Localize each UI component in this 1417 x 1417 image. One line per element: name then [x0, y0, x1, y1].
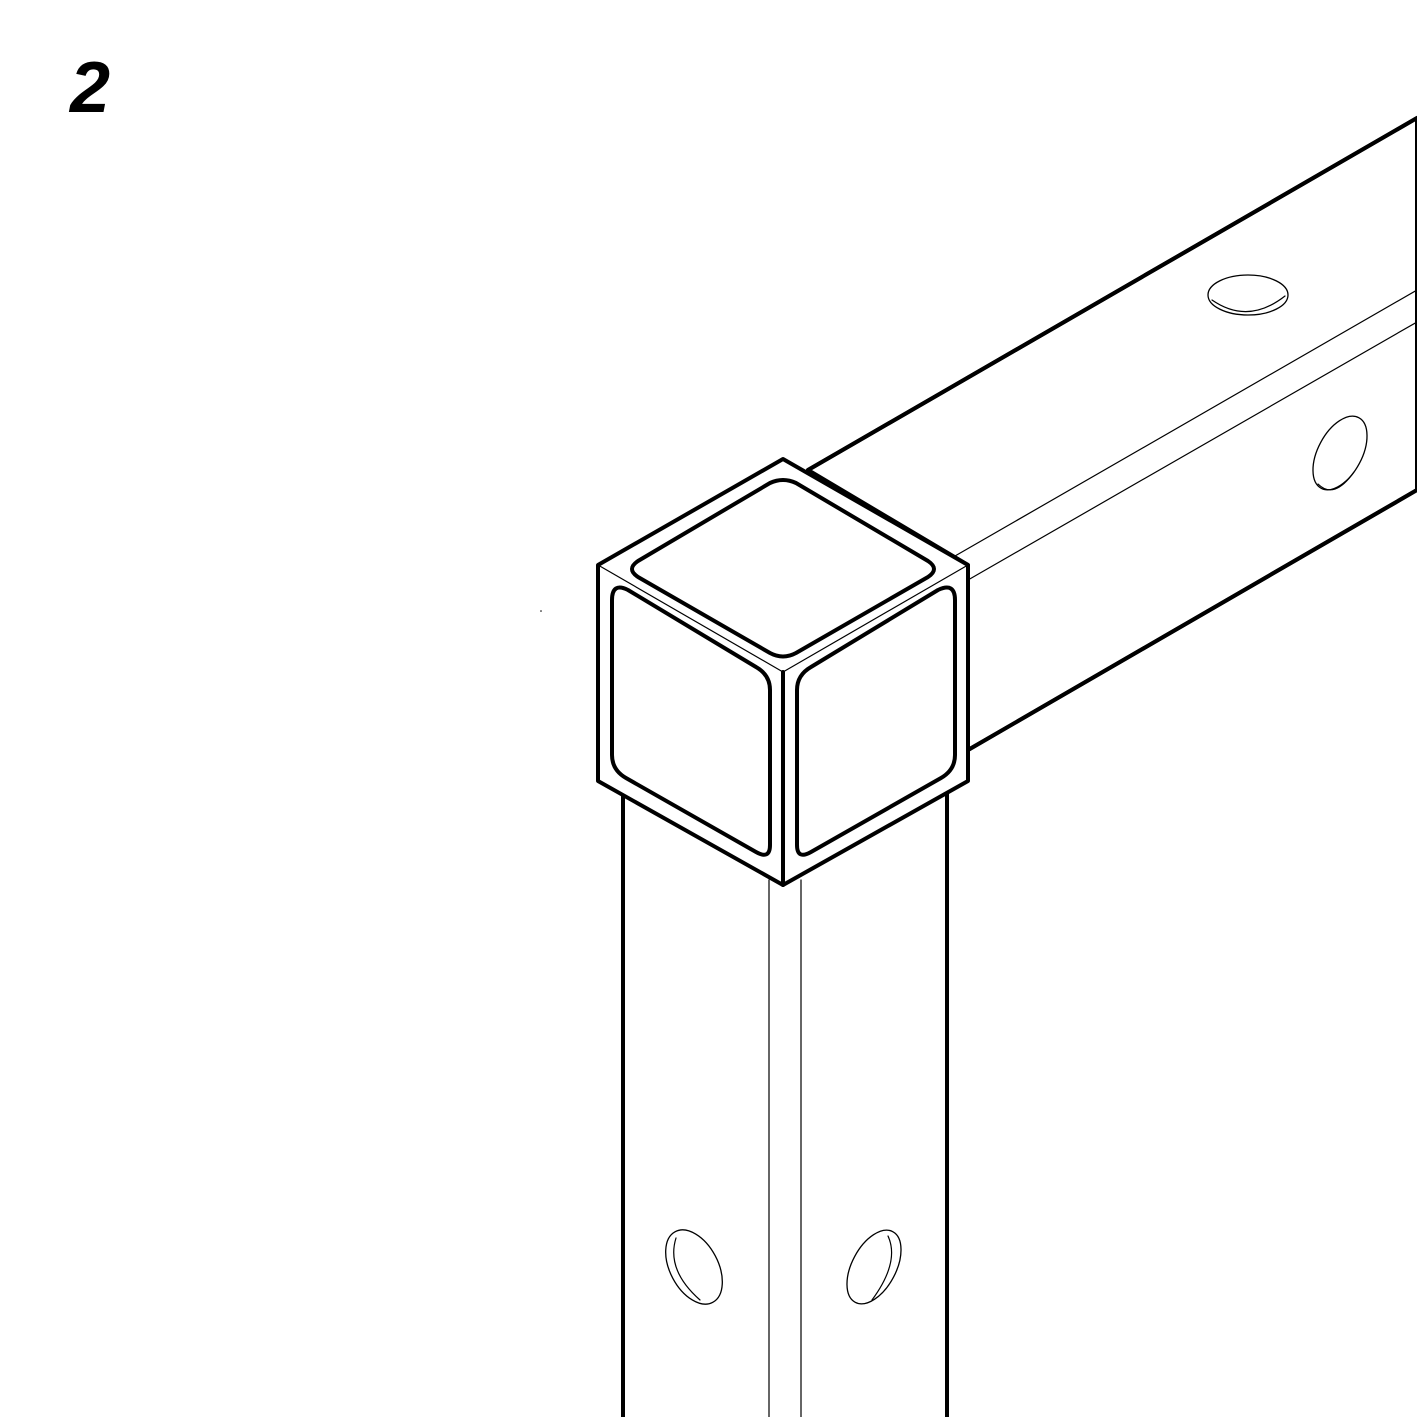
- tube-hole-top: [1207, 274, 1289, 316]
- vertical-leg-tube: [621, 788, 949, 1417]
- cap-right-panel: [795, 585, 957, 857]
- stray-dot: [540, 610, 542, 612]
- leg-hole-right: [846, 1229, 902, 1305]
- leg-hole-left: [665, 1229, 723, 1305]
- tube-hole-side: [1312, 415, 1368, 491]
- step-number: 2: [70, 48, 111, 128]
- corner-cap: [596, 457, 970, 887]
- cap-top-panel: [630, 478, 936, 659]
- cap-left-panel: [610, 585, 772, 857]
